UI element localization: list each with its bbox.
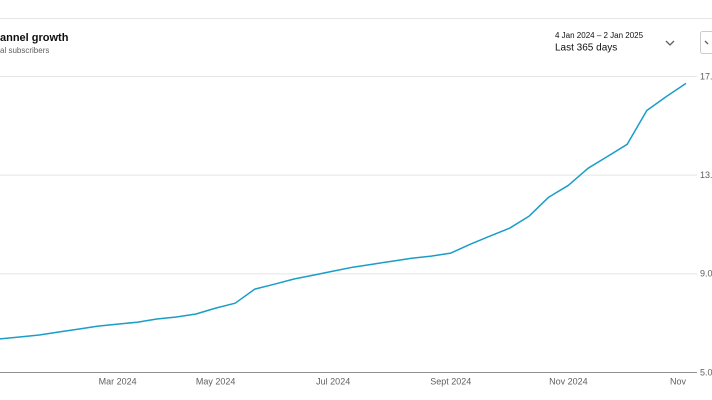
y-tick-label: 13.0 bbox=[700, 170, 712, 180]
menu-button[interactable] bbox=[700, 31, 712, 54]
x-tick-label: Nov bbox=[670, 376, 687, 386]
x-tick-label: May 2024 bbox=[196, 376, 236, 386]
y-tick-label: 17.0 bbox=[700, 71, 712, 81]
y-tick-label: 9.0 bbox=[700, 269, 712, 279]
x-tick-label: Jul 2024 bbox=[316, 376, 350, 386]
x-tick-label: Nov 2024 bbox=[549, 376, 588, 386]
y-tick-label: 5.0 bbox=[700, 367, 712, 377]
period-label: Last 365 days bbox=[555, 43, 617, 54]
subscriber-line bbox=[0, 82, 687, 340]
x-tick-label: Mar 2024 bbox=[99, 376, 137, 386]
menu-chevron bbox=[704, 40, 709, 45]
period-selector[interactable]: 4 Jan 2024 – 2 Jan 2025 Last 365 days bbox=[555, 31, 675, 54]
dropdown-chevron bbox=[665, 40, 675, 46]
date-range: 4 Jan 2024 – 2 Jan 2025 bbox=[555, 31, 644, 40]
x-tick-label: Sept 2024 bbox=[430, 376, 471, 386]
card-subtitle: al subscribers bbox=[0, 46, 49, 55]
card-title: annel growth bbox=[0, 32, 69, 44]
